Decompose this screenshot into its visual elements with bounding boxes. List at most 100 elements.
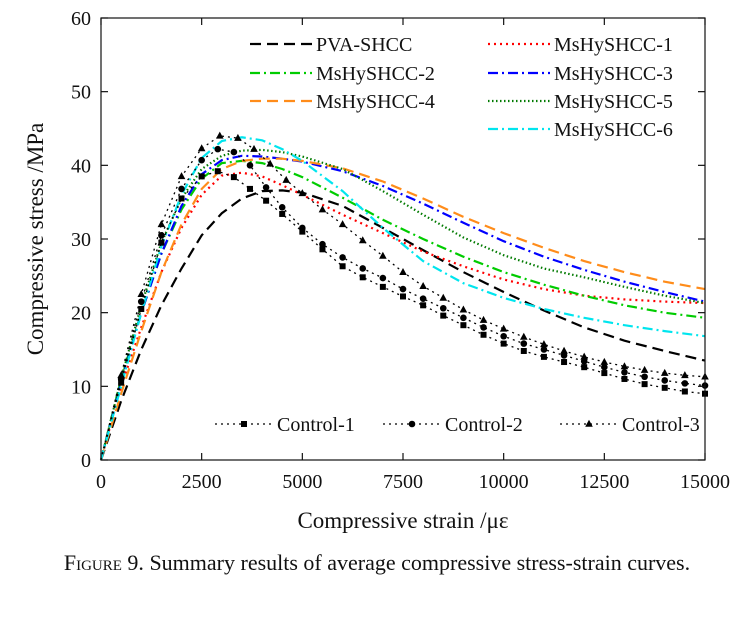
data-point-control-2 [480, 324, 487, 331]
data-point-control-3 [157, 220, 166, 228]
data-point-control-1 [339, 263, 346, 270]
x-tick-label: 10000 [479, 471, 529, 493]
data-point-control-3 [540, 340, 548, 348]
data-point-control-1 [420, 302, 427, 309]
data-point-control-1 [480, 331, 487, 338]
data-point-control-1 [601, 370, 608, 377]
data-point-control-2 [419, 295, 427, 302]
series-mshyshcc-2 [99, 159, 706, 461]
data-point-control-1 [621, 375, 628, 382]
x-tick-label: 5000 [282, 471, 322, 493]
y-tick-label: 30 [71, 229, 91, 251]
data-point-control-3 [358, 236, 367, 244]
data-point-control-3 [660, 368, 669, 376]
data-point-control-2 [540, 346, 548, 353]
legend-label-control-1: Control-1 [277, 414, 355, 436]
data-point-control-2 [439, 304, 447, 312]
figure-caption: Figure 9. Summary results of average com… [0, 548, 754, 578]
legend-label-pva-shcc: PVA-SHCC [316, 34, 412, 56]
series-mshyshcc-3 [99, 154, 706, 461]
data-point-control-2 [399, 285, 407, 293]
data-point-control-3 [117, 371, 125, 379]
data-point-control-2 [137, 298, 145, 305]
legend-label-mshyshcc-6: MsHySHCC-6 [554, 119, 673, 141]
data-point-control-2 [379, 274, 387, 282]
data-point-control-1 [661, 384, 668, 391]
data-point-control-1 [279, 210, 286, 217]
legend-label-mshyshcc-5: MsHySHCC-5 [554, 91, 673, 113]
data-point-control-3 [520, 332, 528, 340]
data-point-control-2 [230, 148, 238, 156]
data-point-control-2 [246, 162, 254, 169]
caption-text: Summary results of average compressive s… [149, 550, 691, 575]
data-point-control-1 [440, 312, 447, 319]
data-point-control-3 [459, 305, 468, 313]
data-point-control-2 [262, 184, 270, 191]
data-point-control-3 [399, 267, 407, 275]
data-point-control-3 [266, 159, 274, 167]
data-point-control-3 [177, 172, 186, 180]
stress-strain-chart: 0 2500 5000 7500 10000 12500 15000 0 10 20 30 40 50 6… [23, 8, 730, 533]
data-point-control-2 [359, 265, 367, 272]
data-point-control-3 [681, 371, 689, 379]
series-line-pva-shcc [99, 189, 706, 461]
data-point-control-3 [580, 352, 588, 360]
data-point-control-2 [178, 185, 185, 193]
series-mshyshcc-4 [99, 157, 706, 461]
data-point-control-1 [641, 381, 648, 388]
data-point-control-3 [379, 251, 387, 259]
series-control-3 [100, 131, 709, 461]
data-point-control-1 [400, 293, 406, 300]
legend-label-mshyshcc-3: MsHySHCC-3 [554, 63, 673, 85]
data-point-control-1 [158, 239, 165, 246]
y-tick-label: 0 [81, 450, 91, 472]
data-point-control-2 [500, 332, 507, 340]
legend: PVA-SHCC MsHySHCC-1 MsHySHCC-2 MsHySHCC-3 Ms… [215, 34, 700, 436]
y-axis-label: Compressive stress /MPa [23, 123, 48, 356]
data-point-control-1 [500, 340, 507, 347]
data-point-control-2 [214, 145, 222, 153]
axis-ticks: 0 2500 5000 7500 10000 12500 15000 0 10 20 30 40 50 6… [71, 8, 730, 493]
data-point-control-1 [299, 228, 306, 235]
data-point-control-3 [338, 220, 347, 228]
y-tick-label: 20 [71, 303, 91, 325]
data-point-control-2 [278, 204, 286, 211]
data-point-control-1 [246, 185, 253, 192]
data-point-control-1 [319, 246, 326, 253]
series-mshyshcc-5 [99, 148, 706, 461]
legend-label-control-2: Control-2 [445, 414, 523, 436]
data-point-control-2 [661, 377, 669, 384]
series-line-control-3 [100, 135, 706, 461]
legend-label-mshyshcc-1: MsHySHCC-1 [554, 34, 673, 56]
data-point-control-2 [601, 363, 608, 371]
data-point-control-3 [620, 362, 629, 370]
series-line-mshyshcc-1 [99, 171, 706, 461]
series-line-mshyshcc-3 [99, 154, 706, 461]
series-line-mshyshcc-4 [99, 157, 706, 461]
data-point-control-2 [681, 380, 689, 387]
data-point-control-1 [198, 173, 205, 180]
data-point-control-2 [319, 240, 326, 248]
data-point-control-3 [215, 131, 224, 139]
legend-label-mshyshcc-4: MsHySHCC-4 [316, 91, 435, 113]
data-point-control-1 [230, 174, 237, 181]
data-point-control-3 [234, 133, 242, 141]
series-pva-shcc [99, 189, 706, 461]
series-line-mshyshcc-5 [99, 148, 706, 461]
data-point-control-1 [263, 197, 270, 204]
data-point-control-2 [460, 314, 467, 322]
legend-label-control-3: Control-3 [622, 414, 700, 436]
data-point-control-3 [499, 324, 508, 332]
x-axis-label: Compressive strain /με [297, 508, 508, 533]
data-point-control-3 [250, 144, 258, 152]
data-point-control-2 [158, 232, 165, 239]
data-point-control-3 [197, 144, 206, 152]
data-point-control-3 [600, 357, 609, 365]
data-point-control-2 [299, 224, 306, 232]
x-tick-label: 7500 [383, 471, 423, 493]
x-tick-label: 0 [96, 471, 106, 493]
data-point-control-1 [118, 379, 125, 386]
data-point-control-2 [520, 340, 528, 347]
y-tick-label: 60 [71, 8, 91, 30]
data-point-control-3 [419, 281, 427, 289]
